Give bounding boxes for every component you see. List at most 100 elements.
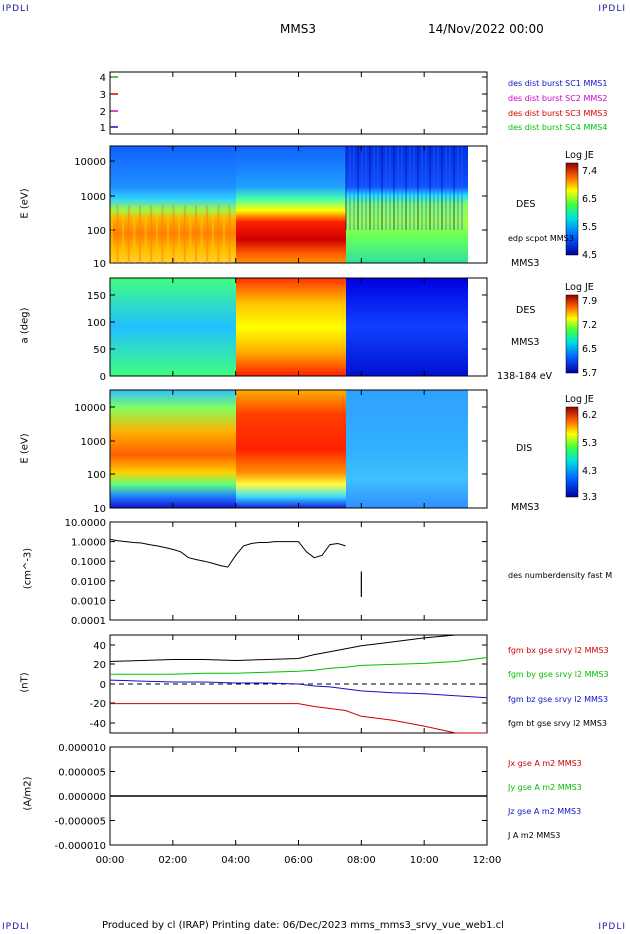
burst-panel [109, 71, 488, 135]
dis-hot [236, 390, 346, 508]
dis-mms3-label: MMS3 [511, 502, 540, 513]
pitch-angle-panel [109, 277, 488, 377]
field-line [109, 679, 488, 699]
des-energy-hot-region [236, 146, 346, 263]
ytick-label: 10 [93, 259, 106, 270]
colorbar-des-tick: 4.5 [582, 250, 598, 261]
field-legend-bx: fgm bx gse srvy l2 MMS3 [508, 646, 609, 655]
ytick-label: 3 [100, 90, 106, 101]
edp-scpot-label: edp scpot MMS3 [508, 234, 574, 243]
ytick-label: 10000 [74, 157, 106, 168]
ytick-label: 0.0010 [71, 596, 106, 607]
ytick-label: 2 [100, 107, 106, 118]
current-legend-jx: Jx gse A m2 MMS3 [508, 759, 582, 768]
pa-des-label: DES [516, 305, 536, 316]
field-legend-by: fgm by gse srvy l2 MMS3 [508, 670, 609, 679]
colorbar-pa [565, 294, 579, 374]
colorbar-dis-tick: 3.3 [582, 492, 598, 503]
des-mms3-label: MMS3 [511, 258, 540, 269]
ytick-label: 50 [93, 345, 106, 356]
ytick-label: -40 [90, 719, 106, 730]
dis-label: DIS [516, 443, 533, 454]
xtick-label: 02:00 [158, 855, 187, 866]
burst-legend-sc4: des dist burst SC4 MMS4 [508, 123, 608, 132]
colorbar-des-tick: 5.5 [582, 222, 598, 233]
density-panel [109, 521, 488, 621]
colorbar-pa-tick: 7.9 [582, 296, 598, 307]
xtick-label: 06:00 [284, 855, 313, 866]
ytick-label: 0.000010 [58, 743, 106, 754]
xtick-label: 08:00 [347, 855, 376, 866]
field-line [110, 657, 488, 675]
ytick-label: 10000 [74, 403, 106, 414]
xtick-label: 10:00 [410, 855, 439, 866]
corner-label-top-right: IPDLI [598, 4, 626, 14]
field-line [109, 634, 487, 662]
footer-credit: Produced by cl (IRAP) Printing date: 06/… [102, 920, 504, 931]
colorbar-des-tick: 7.4 [582, 166, 598, 177]
current-legend-jz: Jz gse A m2 MMS3 [508, 807, 582, 816]
current-legend-j: J A m2 MMS3 [508, 831, 561, 840]
burst-legend-sc2: des dist burst SC2 MMS2 [508, 94, 608, 103]
colorbar-pa-tick: 5.7 [582, 368, 598, 379]
corner-label-top-left: IPDLI [2, 4, 30, 14]
colorbar-des [565, 162, 579, 256]
xtick-label: 00:00 [96, 855, 125, 866]
field-legend-bt: fgm bt gse srvy l2 MMS3 [508, 719, 607, 728]
pa-mms3-label: MMS3 [511, 337, 540, 348]
current-legend-jy: Jy gse A m2 MMS3 [508, 783, 582, 792]
colorbar-dis-tick: 6.2 [582, 410, 598, 421]
ytick-label: 1.0000 [71, 538, 106, 549]
colorbar-des-tick: 6.5 [582, 194, 598, 205]
ytick-label: 0.0100 [71, 577, 106, 588]
colorbar-pa-title: Log JE [565, 282, 594, 293]
density-frame [109, 521, 488, 621]
pa-hot [236, 278, 346, 376]
ytick-label: -0.000010 [55, 841, 106, 852]
colorbar-pa-tick: 6.5 [582, 344, 598, 355]
ytick-label: 1 [100, 123, 106, 134]
ytick-label: 100 [87, 470, 106, 481]
dis-post [346, 390, 468, 508]
xtick-label: 12:00 [473, 855, 502, 866]
ytick-label: 40 [93, 641, 106, 652]
ytick-label: 0 [100, 680, 106, 691]
corner-label-bottom-right: IPDLI [598, 922, 626, 932]
ytick-label: 0.1000 [71, 557, 106, 568]
colorbar-dis [565, 406, 579, 498]
ytick-label: 20 [93, 660, 106, 671]
colorbar-pa-tick: 7.2 [582, 320, 598, 331]
ytick-label: -0.000005 [55, 817, 106, 828]
ytick-label: 100 [87, 226, 106, 237]
pa-energy-range: 138-184 eV [497, 371, 553, 382]
density-legend: des numberdensity fast M [508, 571, 613, 580]
field-line [110, 703, 487, 734]
burst-panel-frame [109, 71, 488, 135]
ytick-label: 150 [87, 291, 106, 302]
ytick-label: 1000 [81, 437, 106, 448]
ytick-label: 0.000000 [58, 792, 106, 803]
ytick-label: 0.0001 [71, 616, 106, 627]
colorbar-des-title: Log JE [565, 150, 594, 161]
xtick-label: 04:00 [221, 855, 250, 866]
ytick-label: 1000 [81, 192, 106, 203]
colorbar-dis-tick: 4.3 [582, 466, 598, 477]
ytick-label: 10 [93, 504, 106, 515]
ytick-label: 10.0000 [65, 518, 106, 529]
des-label: DES [516, 199, 536, 210]
ytick-label: 0 [100, 372, 106, 383]
dis-energy-panel [109, 389, 488, 509]
ytick-label: 100 [87, 318, 106, 329]
colorbar-dis-tick: 5.3 [582, 438, 598, 449]
corner-label-bottom-left: IPDLI [2, 922, 30, 932]
spacecraft-title: MMS3 [280, 22, 316, 36]
pa-post [346, 278, 468, 376]
ytick-label: 4 [100, 73, 106, 84]
ytick-label: -20 [90, 699, 106, 710]
colorbar-dis-title: Log JE [565, 394, 594, 405]
ytick-label: 0.000005 [58, 768, 106, 779]
burst-legend-sc3: des dist burst SC3 MMS3 [508, 109, 608, 118]
start-datetime: 14/Nov/2022 00:00 [428, 22, 544, 36]
burst-legend-sc1: des dist burst SC1 MMS1 [508, 79, 608, 88]
